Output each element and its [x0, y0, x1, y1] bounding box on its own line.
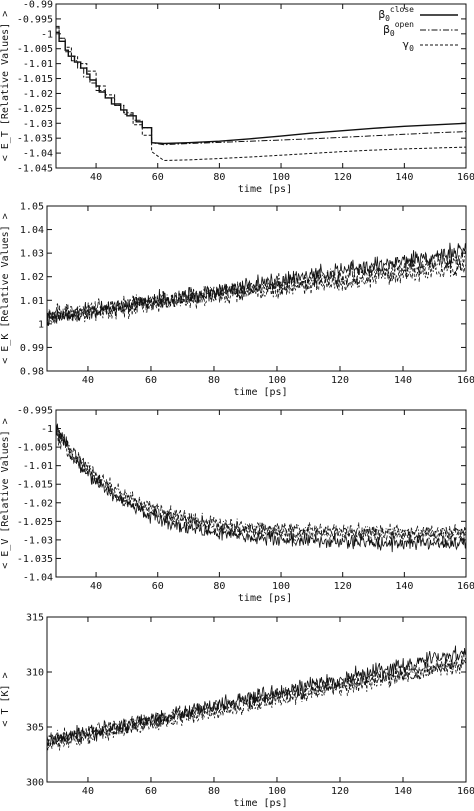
y-tick-label: -0.99: [23, 0, 53, 11]
x-tick-label: 120: [334, 581, 352, 592]
y-tick-label: -1.035: [17, 134, 53, 145]
x-tick-label: 60: [152, 581, 164, 592]
y-tick-label: -0.995: [17, 14, 53, 25]
series-group: [56, 423, 466, 553]
panel-kinetic-energy: 40 60 80 100 120 140 160 0.98 0.99 1 1.01 1.02 1.03 1…: [0, 202, 474, 399]
y-tick-label: 0.98: [20, 367, 44, 378]
x-tick-label: 40: [82, 786, 94, 797]
x-tick-label: 140: [395, 581, 413, 592]
x-axis-label: time [ps]: [238, 184, 292, 195]
x-tick-label: 100: [272, 581, 290, 592]
x-tick-label: 100: [268, 786, 286, 797]
x-tick-label: 160: [457, 375, 474, 386]
x-tick-label: 80: [208, 786, 220, 797]
y-tick-label: -1.035: [17, 554, 53, 565]
series-line-1: [56, 423, 466, 541]
y-tick-label: -0.995: [17, 406, 53, 417]
series-line-2: [47, 259, 466, 324]
y-tick-label: 315: [26, 613, 44, 624]
x-tick-label: 60: [145, 375, 157, 386]
x-tick-label: 140: [394, 375, 412, 386]
y-tick-label: -1.005: [17, 443, 53, 454]
series-line-1: [47, 654, 466, 748]
x-tick-label: 40: [90, 172, 102, 183]
y-tick-label: -1.005: [17, 44, 53, 55]
y-axis-label: < E_T [Relative Values] >: [0, 11, 11, 162]
series-line-0: [56, 423, 466, 553]
y-tick-label: 1.05: [20, 202, 44, 213]
y-tick-label: -1: [41, 424, 53, 435]
y-axis-label: < E_V [Relative Values] >: [0, 418, 11, 569]
y-tick-label: 1.03: [20, 249, 44, 260]
legend-label: β0open: [383, 20, 414, 38]
series-group: [47, 645, 466, 751]
y-tick-label: -1.01: [23, 461, 53, 472]
y-tick-label: -1.01: [23, 59, 53, 70]
y-tick-label: -1.04: [23, 573, 53, 584]
x-tick-label: 120: [331, 375, 349, 386]
series-line-0: [56, 31, 466, 145]
y-tick-label: -1.015: [17, 480, 53, 491]
x-tick-label: 60: [145, 786, 157, 797]
y-tick-label: 310: [26, 668, 44, 679]
y-tick-label: -1.015: [17, 74, 53, 85]
y-tick-label: -1.045: [17, 164, 53, 175]
x-tick-label: 40: [90, 581, 102, 592]
series-line-1: [47, 250, 466, 326]
x-tick-label: 160: [457, 786, 474, 797]
x-tick-label: 40: [82, 375, 94, 386]
x-axis-label: time [ps]: [238, 593, 292, 604]
y-tick-label: 300: [26, 778, 44, 789]
y-tick-label: 0.99: [20, 343, 44, 354]
x-tick-label: 140: [395, 172, 413, 183]
plot-frame: [55, 409, 467, 578]
y-tick-label: 1.02: [20, 272, 44, 283]
y-tick-label: -1.03: [23, 535, 53, 546]
x-tick-label: 100: [268, 375, 286, 386]
y-axis-label: < E_K [Relative Values] >: [0, 213, 11, 364]
series-line-0: [47, 645, 466, 747]
x-tick-label: 160: [457, 581, 474, 592]
y-tick-label: -1.03: [23, 119, 53, 130]
y-tick-label: 1.04: [20, 225, 44, 236]
legend-label: γ0: [403, 38, 415, 53]
x-axis-label: time [ps]: [233, 798, 287, 809]
panel-potential-energy: 40 60 80 100 120 140 160 -1.04 -1.035 -1.03 -1.025…: [0, 406, 474, 605]
panel-total-energy: 40 60 80 100 120 140 160 -1.045 -1.04 -1.035 -1.03…: [0, 0, 474, 195]
panel-temperature: 40 60 80 100 120 140 160 300 305 310 315 time [ps] <…: [0, 613, 474, 810]
legend-label: β0close: [378, 5, 414, 23]
y-tick-label: -1.02: [23, 498, 53, 509]
x-tick-label: 80: [208, 375, 220, 386]
plot-frame: [46, 205, 467, 372]
x-tick-label: 120: [331, 786, 349, 797]
series-line-2: [47, 658, 466, 751]
x-axis-label: time [ps]: [233, 387, 287, 398]
y-axis-label: < T [K] >: [0, 672, 11, 726]
series-group: [47, 242, 466, 326]
y-tick-label: -1.02: [23, 89, 53, 100]
series-line-2: [56, 429, 466, 545]
y-tick-label: 1: [38, 319, 44, 330]
y-tick-label: 305: [26, 723, 44, 734]
x-tick-label: 140: [394, 786, 412, 797]
x-tick-label: 60: [152, 172, 164, 183]
x-tick-label: 80: [213, 581, 225, 592]
x-tick-label: 100: [272, 172, 290, 183]
y-tick-label: -1: [41, 29, 53, 40]
plot-frame: [55, 3, 467, 169]
y-tick-label: 1.01: [20, 296, 44, 307]
series-line-2: [56, 27, 466, 162]
y-tick-label: -1.025: [17, 104, 53, 115]
plot-frame: [46, 616, 467, 783]
y-tick-label: -1.04: [23, 149, 53, 160]
x-tick-label: 160: [457, 172, 474, 183]
y-tick-label: -1.025: [17, 517, 53, 528]
series-group: [56, 25, 466, 162]
x-tick-label: 120: [334, 172, 352, 183]
x-tick-label: 80: [213, 172, 225, 183]
